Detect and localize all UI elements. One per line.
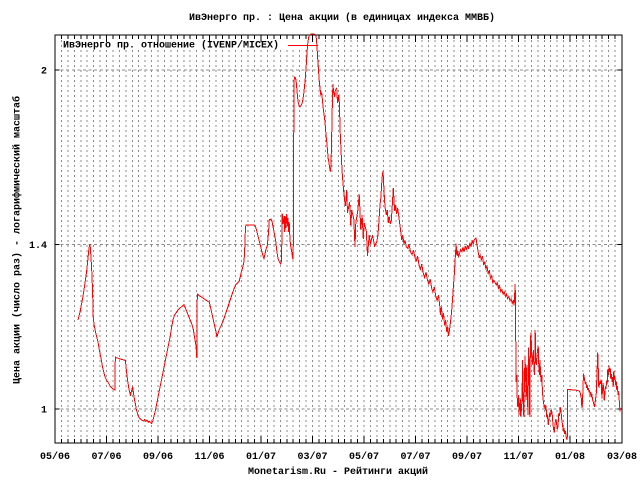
svg-text:05/07: 05/07 — [349, 451, 379, 463]
svg-text:Цена акции (число раз) - логар: Цена акции (число раз) - логарифмический… — [11, 96, 24, 384]
svg-text:03/07: 03/07 — [297, 451, 327, 463]
svg-text:01/07: 01/07 — [246, 451, 276, 463]
svg-text:09/07: 09/07 — [452, 451, 482, 463]
svg-text:ИвЭнерго пр. отношение (IVENP/: ИвЭнерго пр. отношение (IVENP/MICEX) — [63, 40, 279, 52]
svg-text:ИвЭнерго пр. : Цена акции (в е: ИвЭнерго пр. : Цена акции (в единицах ин… — [189, 12, 495, 24]
svg-text:2: 2 — [41, 67, 47, 78]
svg-text:1.4: 1.4 — [29, 241, 47, 252]
svg-text:Monetarism.Ru - Рейтинги акций: Monetarism.Ru - Рейтинги акций — [248, 466, 428, 478]
svg-text:07/06: 07/06 — [91, 451, 121, 463]
svg-text:1: 1 — [41, 406, 47, 417]
svg-text:01/08: 01/08 — [555, 451, 585, 463]
svg-text:03/08: 03/08 — [607, 451, 637, 463]
svg-text:11/07: 11/07 — [503, 451, 533, 463]
svg-text:11/06: 11/06 — [194, 451, 224, 463]
svg-text:09/06: 09/06 — [143, 451, 173, 463]
svg-text:07/07: 07/07 — [400, 451, 430, 463]
svg-text:05/06: 05/06 — [40, 451, 70, 463]
